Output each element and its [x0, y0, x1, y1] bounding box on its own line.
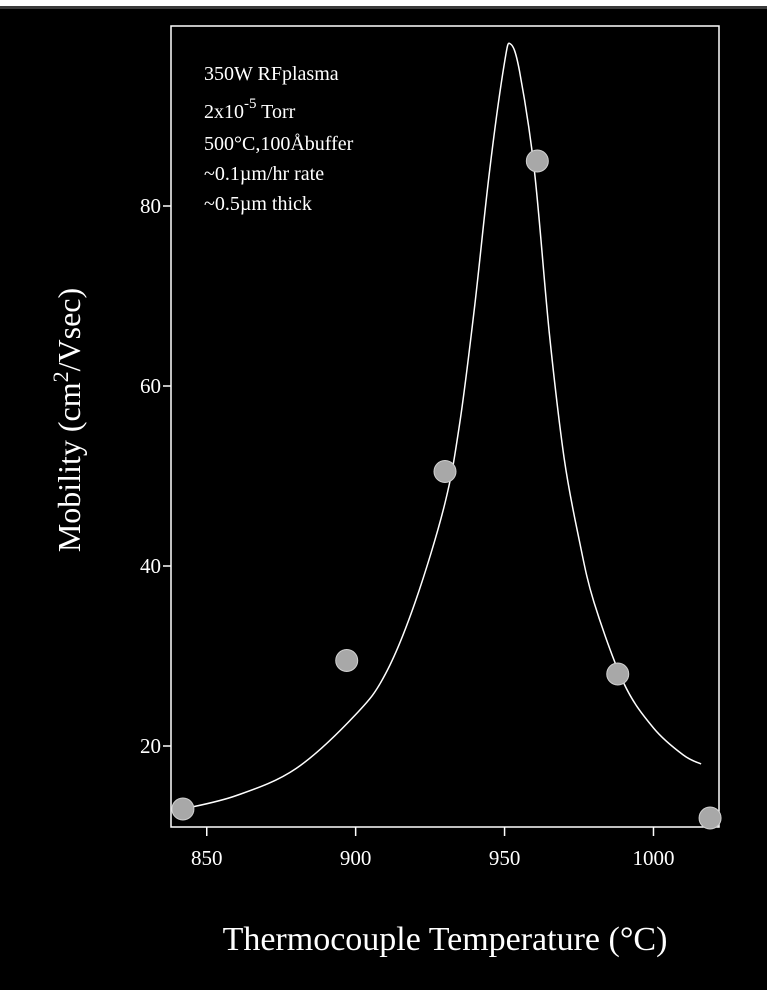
- data-point: [606, 662, 630, 686]
- fit-curve-line: [182, 42, 702, 810]
- plot-frame: [170, 25, 720, 828]
- y-axis-title: Mobility (cm2/Vsec): [48, 288, 87, 552]
- data-point: [335, 649, 359, 672]
- x-axis: 850 900 950 1000: [191, 827, 674, 870]
- top-edge-line: [0, 6, 767, 9]
- annotation-line-3: 500°C,100Åbuffer: [204, 133, 354, 155]
- y-axis: 20 40 60 80: [140, 194, 171, 758]
- y-tick-label: 80: [140, 194, 161, 218]
- annotation-line-4: ~0.1µm/hr rate: [204, 163, 324, 185]
- data-point: [525, 149, 549, 173]
- x-tick-label: 900: [340, 846, 372, 870]
- data-point: [698, 806, 722, 830]
- top-border: [0, 0, 767, 6]
- y-tick-label: 40: [140, 554, 161, 578]
- data-point: [433, 460, 457, 483]
- y-tick-label: 20: [140, 734, 161, 758]
- x-axis-title: Thermocouple Temperature (°C): [223, 921, 668, 958]
- plot-background: [0, 9, 767, 990]
- annotation-line-5: ~0.5µm thick: [204, 193, 312, 215]
- y-tick-label: 60: [140, 374, 161, 398]
- data-points: [171, 149, 722, 830]
- x-tick-label: 850: [191, 846, 223, 870]
- annotation-line-2: 2x10-5 Torr: [204, 96, 296, 123]
- x-tick-label: 950: [489, 846, 521, 870]
- annotation-line-1: 350W RFplasma: [204, 63, 339, 85]
- annotation-block: 350W RFplasma 2x10-5 Torr 500°C,100Åbuff…: [204, 63, 354, 215]
- data-point: [171, 797, 195, 821]
- x-tick-label: 1000: [632, 846, 674, 870]
